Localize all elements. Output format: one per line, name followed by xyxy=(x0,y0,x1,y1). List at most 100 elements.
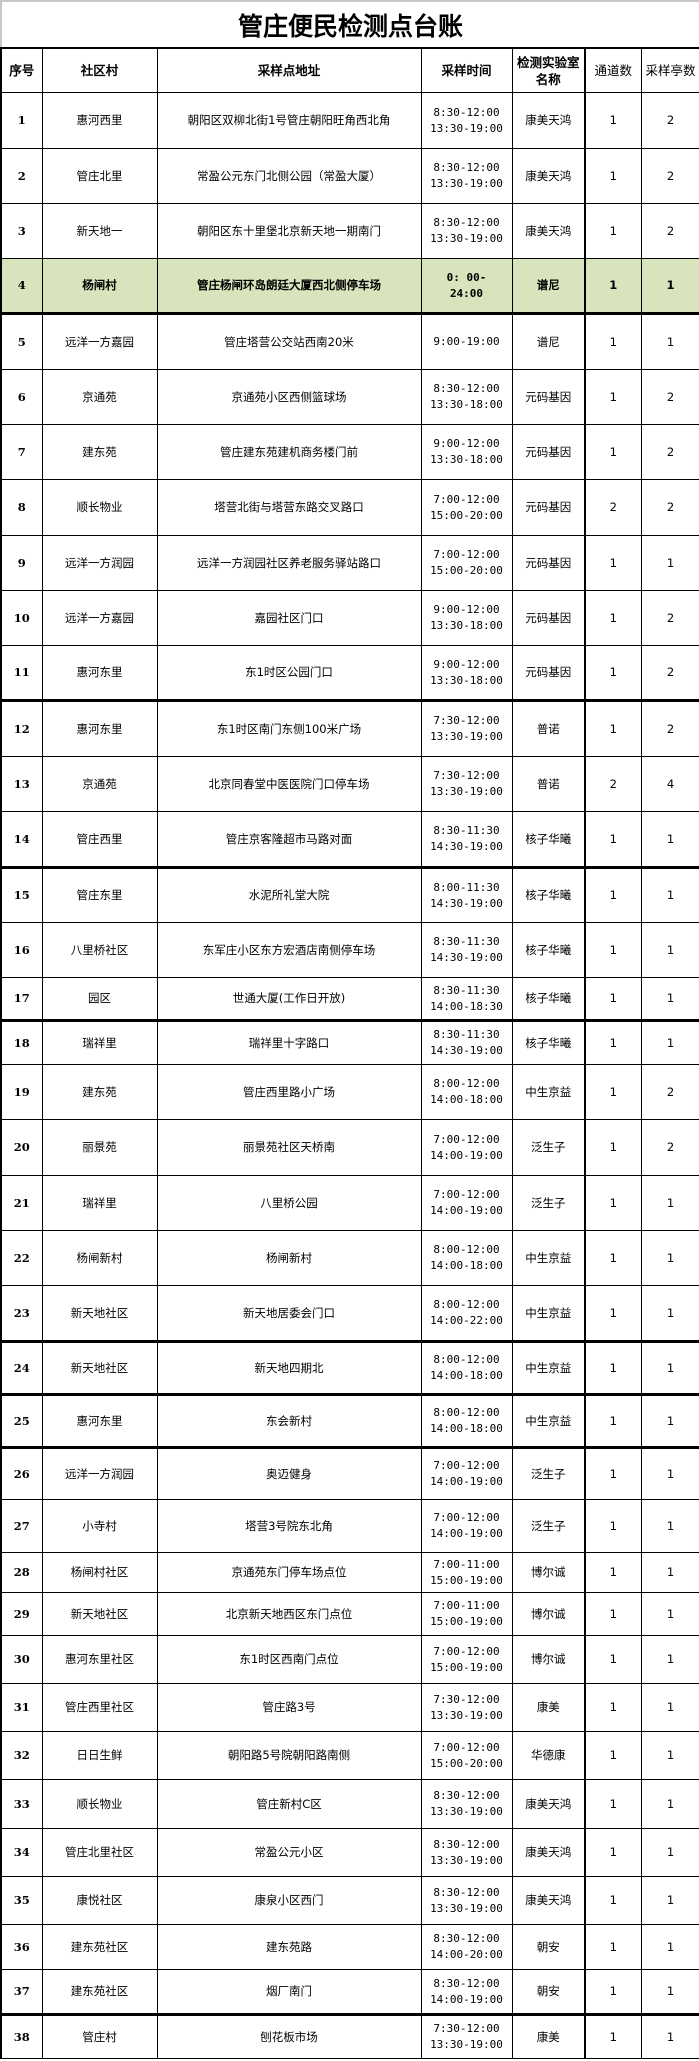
row-lab: 中生京益 xyxy=(511,1394,586,1449)
row-seq: 3 xyxy=(0,203,43,259)
row-time-line-1: 9:00-12:00 xyxy=(433,437,500,450)
table-row: 10 远洋一方嘉园 嘉园社区门口 9:00-12:00 13:30-18:00 元码基因 1… xyxy=(0,590,699,646)
row-time-line-2: 13:30-19:00 xyxy=(430,785,503,798)
row-booths: 1 xyxy=(640,1447,699,1500)
header-seq: 序号 xyxy=(0,47,43,93)
row-address: 奥迈健身 xyxy=(156,1447,422,1500)
row-community: 惠河东里社区 xyxy=(41,1635,158,1684)
row-time-line-1: 8:30-11:30 xyxy=(433,983,500,997)
row-time-line-2: 14:00-18:30 xyxy=(430,999,503,1013)
row-time: 8:30-12:00 13:30-19:00 xyxy=(420,148,513,204)
row-time: 8:00-11:30 14:30-19:00 xyxy=(420,867,513,923)
row-seq: 22 xyxy=(0,1230,43,1286)
row-booths: 2 xyxy=(640,1119,699,1176)
row-booths: 1 xyxy=(640,1394,699,1449)
row-time-line-2: 15:00-19:00 xyxy=(430,1660,503,1674)
table-row: 1 惠河西里 朝阳区双柳北街1号管庄朝阳旺角西北角 8:30-12:00 13:30-1… xyxy=(0,92,699,149)
row-community: 丽景苑 xyxy=(41,1119,158,1176)
table-row: 24 新天地社区 新天地四期北 8:00-12:00 14:00-18:00 中生京益 1 1 xyxy=(0,1341,699,1396)
row-time: 8:00-12:00 14:00-18:00 xyxy=(420,1341,513,1396)
row-time: 7:00-11:00 15:00-19:00 xyxy=(420,1552,513,1593)
row-time-line-2: 14:00-18:00 xyxy=(430,1259,503,1272)
row-time-line-1: 8:30-12:00 xyxy=(433,216,500,229)
row-lab: 元码基因 xyxy=(511,645,586,702)
row-community: 远洋一方嘉园 xyxy=(41,313,158,370)
row-lab: 朝安 xyxy=(511,1969,586,2016)
row-time-line-1: 7:00-12:00 xyxy=(433,1740,500,1754)
table-row: 37 建东苑社区 烟厂南门 8:30-12:00 14:00-19:00 朝安 1 1 xyxy=(0,1969,699,2016)
row-community: 新天地一 xyxy=(41,203,158,259)
row-community: 管庄北里 xyxy=(41,148,158,204)
header-time: 采样时间 xyxy=(420,47,513,93)
row-channels: 1 xyxy=(584,1285,642,1343)
row-community: 京通苑 xyxy=(41,756,158,812)
row-community: 顺长物业 xyxy=(41,1779,158,1829)
row-time-line-1: 8:00-11:30 xyxy=(433,880,500,894)
row-time-line-2: 13:30-18:00 xyxy=(430,453,503,466)
row-time-line-2: 14:30-19:00 xyxy=(430,840,503,853)
row-lab: 康美天鸿 xyxy=(511,148,586,204)
row-time-line-1: 8:00-12:00 xyxy=(433,1243,500,1256)
row-lab: 元码基因 xyxy=(511,424,586,480)
row-time: 9:00-12:00 13:30-18:00 xyxy=(420,590,513,646)
row-time: 7:00-12:00 14:00-19:00 xyxy=(420,1175,513,1231)
table-row: 25 惠河东里 东会新村 8:00-12:00 14:00-18:00 中生京益 1 1 xyxy=(0,1394,699,1449)
row-lab: 华德康 xyxy=(511,1731,586,1780)
row-community: 日日生鲜 xyxy=(41,1731,158,1780)
row-time: 7:00-12:00 15:00-20:00 xyxy=(420,479,513,536)
testing-site-table: 序号 社区村 采样点地址 采样时间 检测实验室名称 通道数 采样亭数 1 惠河西里… xyxy=(0,47,699,2059)
row-seq: 9 xyxy=(0,535,43,591)
table-row: 5 远洋一方嘉园 管庄塔营公交站西南20米 9:00-19:00 谱尼 1 1 xyxy=(0,313,699,370)
row-time-line-2: 24:00 xyxy=(449,286,484,300)
row-address: 管庄建东苑建机商务楼门前 xyxy=(156,424,422,480)
row-address: 管庄路3号 xyxy=(156,1683,422,1732)
table-row: 13 京通苑 北京同春堂中医医院门口停车场 7:30-12:00 13:30-19:00… xyxy=(0,756,699,812)
row-community: 远洋一方润园 xyxy=(41,535,158,591)
row-lab: 博尔诚 xyxy=(511,1552,586,1593)
row-time-line-2: 13:30-19:00 xyxy=(430,730,503,743)
row-time-line-1: 8:30-12:00 xyxy=(433,1976,500,1990)
row-time-line-2: 14:00-19:00 xyxy=(430,1204,503,1217)
row-lab: 谱尼 xyxy=(511,258,586,315)
row-booths: 1 xyxy=(640,1731,699,1780)
row-time-line-2: 13:30-19:00 xyxy=(430,232,503,245)
row-community: 杨闸村社区 xyxy=(41,1552,158,1593)
table-row: 35 康悦社区 康泉小区西门 8:30-12:00 13:30-19:00 康美天鸿 1 1 xyxy=(0,1876,699,1925)
row-community: 杨闸村 xyxy=(41,258,158,315)
row-seq: 23 xyxy=(0,1285,43,1343)
row-booths: 2 xyxy=(640,203,699,259)
row-time: 8:30-12:00 14:00-19:00 xyxy=(420,1969,513,2016)
row-time-line-2: 14:00-22:00 xyxy=(430,1314,503,1327)
header-lab: 检测实验室名称 xyxy=(511,47,586,93)
table-row: 3 新天地一 朝阳区东十里堡北京新天地一期南门 8:30-12:00 13:30-19:… xyxy=(0,203,699,259)
row-time-line-1: 8:00-12:00 xyxy=(433,1298,500,1311)
row-time-line-2: 14:00-19:00 xyxy=(430,1527,503,1540)
row-time-line-1: 7:00-12:00 xyxy=(433,1511,500,1524)
row-time: 7:30-12:00 13:30-19:00 xyxy=(420,1683,513,1732)
row-channels: 1 xyxy=(584,1635,642,1684)
row-time: 8:30-12:00 13:30-18:00 xyxy=(420,369,513,425)
row-time-line-1: 8:00-12:00 xyxy=(433,1077,500,1090)
row-community: 八里桥社区 xyxy=(41,922,158,978)
table-row: 19 建东苑 管庄西里路小广场 8:00-12:00 14:00-18:00 中生京益 1 2 xyxy=(0,1064,699,1120)
row-booths: 1 xyxy=(640,1175,699,1231)
row-lab: 康美天鸿 xyxy=(511,203,586,259)
table-row: 12 惠河东里 东1时区南门东侧100米广场 7:30-12:00 13:30-19:0… xyxy=(0,700,699,757)
row-channels: 1 xyxy=(584,1779,642,1829)
row-address: 塔营3号院东北角 xyxy=(156,1499,422,1553)
row-booths: 1 xyxy=(640,1876,699,1925)
row-time-line-1: 7:00-12:00 xyxy=(433,1132,500,1146)
row-time-line-2: 14:00-18:00 xyxy=(430,1093,503,1106)
row-time-line-2: 13:30-19:00 xyxy=(430,1805,503,1818)
table-row: 11 惠河东里 东1时区公园门口 9:00-12:00 13:30-18:00 元码基因 1… xyxy=(0,645,699,702)
row-address: 水泥所礼堂大院 xyxy=(156,867,422,923)
row-address: 世通大厦(工作日开放) xyxy=(156,977,422,1022)
header-channels: 通道数 xyxy=(584,47,642,93)
row-time-line-2: 15:00-20:00 xyxy=(430,1756,503,1770)
row-lab: 康美 xyxy=(511,1683,586,1732)
row-community: 京通苑 xyxy=(41,369,158,425)
header-booths: 采样亭数 xyxy=(640,47,699,93)
row-time-line-2: 14:00-18:00 xyxy=(430,1369,503,1382)
row-time: 8:30-11:30 14:30-19:00 xyxy=(420,922,513,978)
row-seq: 38 xyxy=(0,2014,43,2059)
